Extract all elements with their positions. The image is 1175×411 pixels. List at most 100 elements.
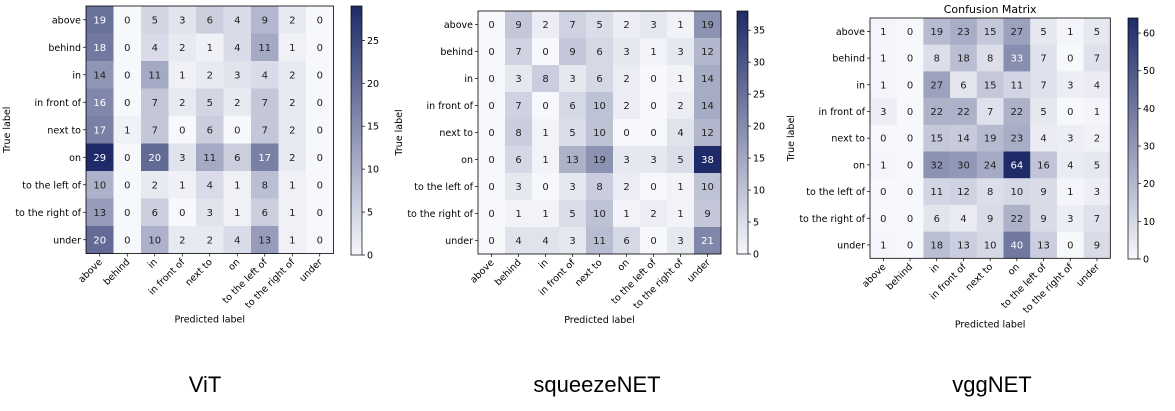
heatmap-cell xyxy=(1083,231,1111,259)
colorbar-segment xyxy=(737,132,748,137)
colorbar-segment xyxy=(737,205,748,210)
cell-value-label: 2 xyxy=(623,101,629,112)
cell-value-label: 4 xyxy=(677,128,683,139)
heatmap-cell xyxy=(694,146,722,174)
heatmap-cell xyxy=(223,88,252,117)
heatmap-cell xyxy=(1083,44,1111,72)
heatmap-cell xyxy=(640,227,668,255)
heatmap-cell xyxy=(196,61,224,89)
cell-value-label: 1 xyxy=(515,209,521,220)
heatmap-cell xyxy=(976,44,1004,72)
cell-value-label: 0 xyxy=(907,134,913,145)
colorbar-segment xyxy=(737,233,748,239)
colorbar-tick-label: 20 xyxy=(753,122,765,133)
cell-value-label: 19 xyxy=(701,20,714,31)
colorbar-segment xyxy=(737,173,748,178)
cell-value-label: 9 xyxy=(1040,214,1046,225)
colorbar-segment xyxy=(737,209,748,214)
colorbar-segment xyxy=(737,237,748,243)
colorbar-segment xyxy=(351,109,362,115)
cell-value-label: 0 xyxy=(317,43,323,54)
cell-value-label: 0 xyxy=(907,187,913,198)
y-tick-label: next to xyxy=(831,134,865,145)
heatmap-cell xyxy=(168,198,197,227)
colorbar-segment xyxy=(1128,58,1138,63)
heatmap-cell xyxy=(251,33,279,62)
heatmap-cell xyxy=(613,38,641,66)
cell-value-label: 13 xyxy=(566,155,579,166)
cell-value-label: 6 xyxy=(596,47,602,58)
cell-value-label: 0 xyxy=(124,235,130,246)
heatmap-cell xyxy=(141,6,169,34)
cell-value-label: 13 xyxy=(258,235,271,246)
cell-value-label: 40 xyxy=(1010,240,1023,251)
colorbar-segment xyxy=(1128,230,1138,236)
heatmap-cell xyxy=(113,6,142,34)
colorbar-segment xyxy=(737,71,748,77)
colorbar-segment xyxy=(737,104,748,109)
cell-value-label: 23 xyxy=(1010,134,1023,145)
cell-value-label: 6 xyxy=(207,15,213,26)
heatmap-cell xyxy=(976,124,1004,152)
colorbar-segment xyxy=(1128,114,1138,119)
colorbar-segment xyxy=(737,39,748,44)
heatmap-cell xyxy=(223,198,252,227)
heatmap-cell xyxy=(640,92,668,120)
heatmap-cell xyxy=(923,71,951,99)
heatmap-cell xyxy=(278,171,307,199)
cell-value-label: 5 xyxy=(596,20,602,31)
colorbar-segment xyxy=(1128,118,1138,123)
heatmap-cell xyxy=(870,18,897,45)
colorbar-segment xyxy=(737,177,748,182)
colorbar-segment xyxy=(351,122,362,127)
cell-value-label: 6 xyxy=(515,155,521,166)
heatmap-cell xyxy=(559,92,587,120)
cell-value-label: 14 xyxy=(701,74,714,85)
colorbar-segment xyxy=(351,97,362,102)
heatmap-cell xyxy=(976,178,1004,206)
cell-value-label: 0 xyxy=(317,15,323,26)
x-tick-label: behind xyxy=(102,257,133,288)
colorbar-segment xyxy=(1128,234,1138,240)
cell-value-label: 8 xyxy=(987,187,993,198)
heatmap-cell xyxy=(223,143,252,172)
y-axis-label: True label xyxy=(786,115,797,162)
heatmap-cell xyxy=(870,44,897,72)
colorbar-frame xyxy=(736,10,749,255)
cell-value-label: 1 xyxy=(880,80,886,91)
colorbar-segment xyxy=(1128,138,1138,143)
colorbar-segment xyxy=(351,242,362,248)
cell-value-label: 11 xyxy=(258,43,271,54)
colorbar-segment xyxy=(737,92,748,97)
heatmap-cell xyxy=(196,143,224,172)
cell-value-label: 4 xyxy=(1040,134,1046,145)
colorbar-segment xyxy=(737,59,748,65)
heatmap-cell xyxy=(1083,98,1111,126)
cell-value-label: 2 xyxy=(289,125,295,136)
heatmap-cell xyxy=(694,173,722,201)
colorbar-segment xyxy=(351,18,362,23)
heatmap-cell xyxy=(694,92,722,120)
cell-value-label: 1 xyxy=(677,209,683,220)
heatmap-cell xyxy=(950,178,978,206)
x-tick-label: above xyxy=(468,257,496,285)
cell-value-label: 0 xyxy=(907,160,913,171)
heatmap-cell xyxy=(251,88,279,117)
heatmap-cell xyxy=(1056,124,1084,152)
colorbar-segment xyxy=(737,67,748,73)
cell-value-label: 2 xyxy=(289,15,295,26)
heatmap-cell xyxy=(950,204,978,232)
colorbar-segment xyxy=(1128,170,1138,176)
heatmap-cell xyxy=(86,6,114,34)
heatmap-cell xyxy=(278,116,307,144)
cell-value-label: 1 xyxy=(179,70,185,81)
cell-value-label: 3 xyxy=(179,153,185,164)
colorbar-segment xyxy=(351,217,362,223)
cell-value-label: 5 xyxy=(569,128,575,139)
cell-value-label: 3 xyxy=(179,15,185,26)
heatmap-cell xyxy=(559,119,587,147)
heatmap-cell xyxy=(976,71,1004,99)
colorbar-segment xyxy=(1128,26,1138,31)
heatmap-cell xyxy=(613,92,641,120)
heatmap-cell xyxy=(923,124,951,152)
